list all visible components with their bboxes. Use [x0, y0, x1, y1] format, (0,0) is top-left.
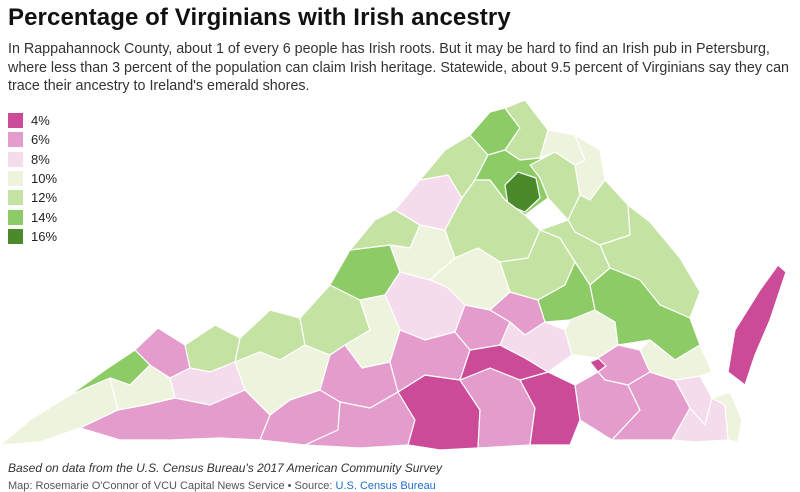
credit-text: Map: Rosemarie O'Connor of VCU Capital N…	[8, 480, 336, 492]
legend-item: 12%	[8, 188, 88, 207]
legend-item: 8%	[8, 150, 88, 169]
legend: 4% 6% 8% 10% 12% 14% 16%	[8, 111, 88, 246]
legend-label: 16%	[31, 228, 58, 244]
legend-swatch	[8, 171, 23, 187]
legend-swatch	[8, 151, 23, 167]
virginia-choropleth-map	[0, 100, 787, 451]
legend-item: 6%	[8, 130, 88, 149]
source-link[interactable]: U.S. Census Bureau	[335, 480, 436, 492]
legend-label: 14%	[31, 209, 58, 225]
map-credit: Map: Rosemarie O'Connor of VCU Capital N…	[8, 480, 436, 492]
legend-swatch	[8, 132, 23, 148]
legend-item: 14%	[8, 207, 88, 226]
region-southwest-far[interactable]	[0, 377, 119, 446]
legend-item: 16%	[8, 227, 88, 246]
legend-label: 6%	[31, 132, 50, 148]
region-york[interactable]	[639, 339, 713, 381]
data-source-note: Based on data from the U.S. Census Burea…	[8, 461, 443, 475]
legend-item: 4%	[8, 111, 88, 130]
map-subtitle: In Rappahannock County, about 1 of every…	[8, 41, 789, 94]
legend-swatch	[8, 190, 23, 206]
legend-label: 4%	[31, 113, 50, 129]
legend-label: 10%	[31, 171, 58, 187]
legend-label: 8%	[31, 151, 50, 167]
legend-swatch	[8, 228, 23, 244]
legend-item: 10%	[8, 169, 88, 188]
legend-swatch	[8, 113, 23, 129]
map-title: Percentage of Virginians with Irish ance…	[8, 4, 511, 31]
region-virginia-beach[interactable]	[711, 391, 743, 443]
region-mecklenburg[interactable]	[519, 371, 581, 446]
legend-swatch	[8, 209, 23, 225]
legend-label: 12%	[31, 190, 58, 206]
region-eastern-shore[interactable]	[727, 264, 787, 386]
